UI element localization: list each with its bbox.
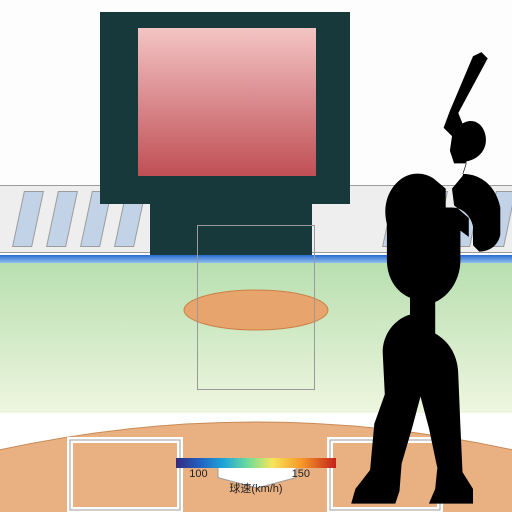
batter-silhouette (305, 50, 512, 512)
colorbar-tick: 100 (189, 468, 207, 480)
pitch-location-chart: 100 150 球速(km/h) (0, 0, 512, 512)
colorbar-label: 球速(km/h) (229, 480, 282, 496)
strike-zone (197, 225, 315, 390)
